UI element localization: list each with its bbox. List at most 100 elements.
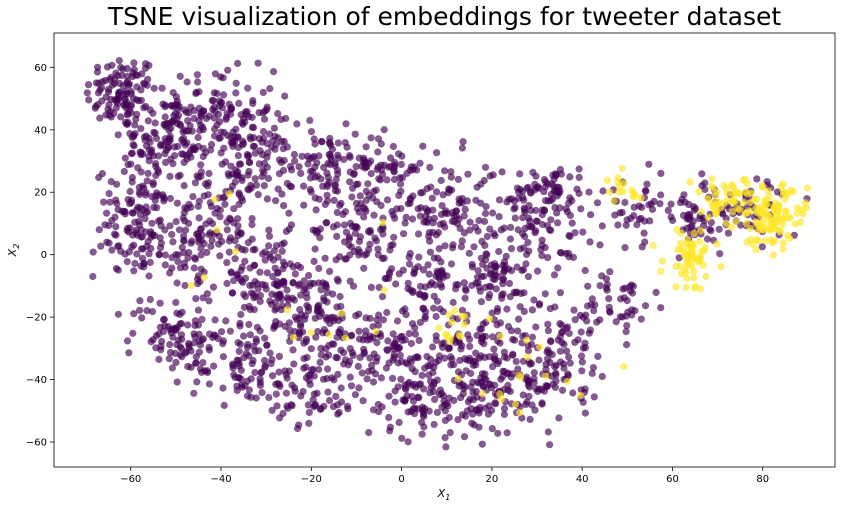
point-class-0: [151, 119, 159, 127]
point-class-0: [249, 246, 257, 254]
point-class-0: [311, 402, 319, 410]
point-class-0: [500, 410, 508, 418]
point-class-1: [741, 210, 750, 218]
point-class-0: [312, 206, 320, 214]
point-class-0: [337, 398, 346, 406]
point-class-0: [472, 196, 480, 204]
point-class-0: [506, 293, 514, 301]
point-class-0: [268, 290, 276, 298]
point-class-0: [556, 165, 565, 174]
point-class-0: [180, 182, 188, 190]
point-class-0: [168, 254, 176, 262]
point-class-0: [315, 264, 323, 272]
point-class-0: [263, 153, 271, 161]
point-class-0: [112, 223, 120, 231]
point-class-0: [223, 259, 231, 267]
point-class-0: [543, 382, 551, 391]
point-class-0: [180, 259, 188, 267]
point-class-0: [123, 101, 131, 109]
point-class-0: [441, 223, 449, 231]
point-class-0: [384, 346, 392, 354]
point-class-0: [278, 190, 286, 198]
point-class-0: [282, 371, 290, 379]
point-class-0: [477, 298, 485, 306]
point-class-1: [681, 268, 690, 276]
point-class-0: [280, 156, 288, 165]
point-class-0: [156, 299, 164, 307]
point-class-0: [495, 247, 503, 256]
point-class-0: [257, 369, 265, 377]
point-class-0: [311, 140, 319, 148]
point-class-0: [216, 213, 224, 221]
point-class-0: [258, 389, 266, 397]
point-class-0: [362, 327, 370, 335]
point-class-1: [697, 227, 705, 235]
point-class-0: [187, 239, 195, 247]
point-class-0: [208, 220, 217, 228]
point-class-0: [332, 392, 340, 400]
point-class-0: [266, 130, 274, 138]
point-class-0: [464, 398, 472, 406]
point-class-0: [516, 303, 524, 311]
point-class-0: [287, 183, 295, 191]
point-class-0: [145, 272, 153, 280]
point-class-0: [130, 241, 138, 249]
point-class-0: [274, 253, 282, 261]
point-class-0: [475, 406, 483, 414]
point-class-0: [374, 135, 382, 143]
point-class-0: [524, 273, 533, 281]
point-class-0: [463, 407, 471, 415]
point-class-1: [756, 220, 765, 228]
point-class-0: [123, 111, 131, 119]
point-class-0: [346, 219, 355, 227]
point-class-0: [89, 248, 97, 256]
point-class-0: [524, 347, 533, 355]
point-class-0: [352, 163, 360, 171]
point-class-0: [180, 158, 188, 166]
point-class-0: [320, 297, 328, 305]
point-class-0: [378, 293, 387, 301]
point-class-0: [106, 198, 114, 206]
point-class-1: [769, 251, 777, 259]
point-class-0: [596, 282, 604, 290]
point-class-0: [129, 141, 137, 149]
point-class-0: [135, 217, 143, 225]
point-class-0: [221, 200, 229, 208]
point-class-0: [345, 241, 353, 249]
point-class-1: [682, 259, 690, 267]
point-class-0: [281, 92, 289, 100]
point-class-0: [370, 350, 378, 358]
point-class-0: [317, 351, 325, 359]
point-class-0: [514, 226, 522, 234]
point-class-1: [460, 320, 468, 328]
point-class-0: [396, 351, 404, 360]
point-class-0: [385, 392, 393, 400]
y-tick-label: 40: [34, 125, 47, 136]
point-class-0: [355, 237, 363, 246]
point-class-0: [411, 330, 419, 338]
point-class-0: [493, 304, 502, 313]
point-class-0: [330, 340, 338, 348]
point-class-0: [263, 269, 271, 277]
point-class-0: [169, 333, 177, 341]
point-class-1: [775, 201, 783, 209]
point-class-0: [585, 188, 593, 196]
point-class-0: [250, 306, 258, 314]
point-class-0: [581, 266, 589, 275]
point-class-0: [516, 170, 524, 178]
point-class-0: [249, 142, 257, 150]
point-class-1: [739, 199, 747, 207]
point-class-0: [321, 254, 329, 262]
point-class-0: [481, 404, 489, 412]
point-class-0: [424, 206, 432, 215]
point-class-0: [461, 294, 469, 302]
point-class-0: [429, 368, 437, 376]
point-class-0: [179, 134, 188, 142]
point-class-0: [161, 322, 169, 330]
point-class-0: [514, 365, 522, 373]
point-class-0: [522, 400, 530, 408]
point-class-1: [779, 245, 787, 253]
point-class-1: [283, 306, 291, 314]
point-class-0: [113, 199, 121, 208]
point-class-0: [503, 354, 511, 362]
